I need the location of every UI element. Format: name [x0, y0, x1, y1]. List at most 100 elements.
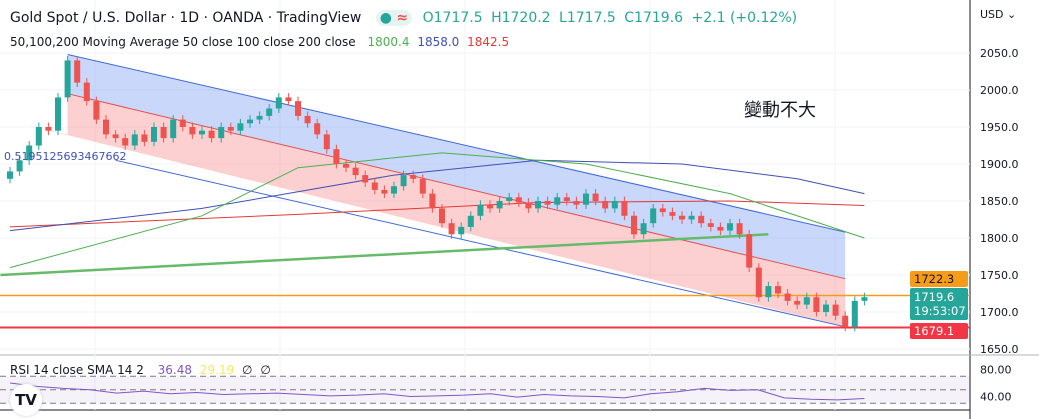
candle [304, 115, 311, 124]
candle [64, 60, 71, 98]
candle [362, 175, 369, 183]
candle [160, 127, 167, 139]
header-legend: Gold Spot / U.S. Dollar · 1D · OANDA · T… [10, 10, 801, 26]
rsi-sma-value: 29.19 [199, 363, 235, 377]
price-tick-label: 1800.0 [980, 232, 1019, 245]
candle [112, 134, 119, 139]
candle [727, 223, 733, 231]
candle [477, 204, 484, 216]
candle [544, 201, 551, 205]
price-tick-label: 1700.0 [980, 306, 1019, 319]
candle [122, 138, 129, 146]
channel-lower-line [115, 159, 846, 328]
candle [631, 215, 637, 235]
price-tick-label: 1900.0 [980, 158, 1019, 171]
candle [314, 123, 321, 135]
candle [736, 223, 743, 235]
candle [256, 115, 263, 120]
candle [765, 286, 772, 298]
candle [74, 60, 81, 83]
rsi-extra-1: ∅ [242, 363, 253, 377]
channel-upper-fill [67, 54, 846, 279]
candle [707, 223, 714, 227]
rsi-value: 36.48 [157, 363, 193, 377]
candle [621, 201, 628, 216]
rsi-extra-2: ∅ [260, 363, 271, 377]
rsi-legend[interactable]: RSI 14 close SMA 14 2 36.48 29.19 ∅ ∅ [10, 363, 275, 377]
candle [83, 82, 90, 102]
candle [323, 134, 330, 150]
candle [487, 204, 493, 209]
price-tick-label: 1950.0 [980, 121, 1019, 134]
tradingview-logo[interactable]: TV [10, 384, 42, 416]
candle [688, 215, 695, 220]
currency-selector[interactable]: USD ⌄ [980, 8, 1016, 21]
candle [496, 201, 503, 209]
candle [35, 127, 42, 146]
candle [592, 193, 599, 201]
bar-countdown: 19:53:07 [914, 304, 966, 318]
candle [151, 127, 157, 142]
rsi-line [9, 382, 865, 401]
last-price: 1719.6 [914, 290, 955, 304]
candle [650, 208, 657, 224]
rsi-tick-label: 40.00 [980, 391, 1012, 404]
ma100-value: 1858.0 [417, 35, 460, 49]
candle [803, 297, 810, 305]
candle [93, 101, 100, 120]
candle [602, 201, 609, 209]
candle [247, 119, 253, 124]
candle [851, 300, 858, 327]
candle [429, 193, 436, 209]
price-tick-label: 1750.0 [980, 269, 1019, 282]
candle [189, 127, 196, 135]
red-line-price-tag: 1679.1 [910, 323, 968, 339]
candle [698, 215, 705, 224]
candle [506, 197, 513, 201]
low-value: L1717.5 [559, 10, 616, 26]
candle [784, 293, 791, 301]
symbol-title[interactable]: Gold Spot / U.S. Dollar · 1D · OANDA · T… [10, 10, 362, 26]
candle [467, 215, 474, 227]
text-annotation[interactable]: 變動不大 [744, 100, 816, 121]
candle [813, 297, 820, 312]
candle [343, 164, 349, 168]
candle [179, 119, 186, 127]
high-value: H1720.2 [491, 10, 551, 26]
trend-line [0, 233, 769, 277]
candle [458, 226, 465, 235]
ma200-value: 1842.5 [467, 35, 510, 49]
candle [208, 130, 215, 139]
candle [199, 130, 205, 135]
candle [717, 226, 724, 231]
candle [775, 286, 781, 294]
price-tick-label: 1650.0 [980, 343, 1019, 356]
candle [400, 175, 407, 187]
candle [563, 197, 570, 201]
candle [535, 201, 541, 209]
candle [16, 160, 23, 172]
candle [823, 304, 829, 312]
candle [640, 223, 647, 235]
market-status-icon[interactable]: ● ≈ [375, 10, 413, 26]
candle [170, 119, 177, 139]
change-value: +2.1 (+0.12%) [691, 10, 798, 26]
channel-upper-line [67, 53, 846, 233]
candle [266, 108, 273, 116]
candle [861, 297, 868, 301]
candle [669, 212, 676, 216]
candle [515, 197, 522, 203]
candle [227, 127, 234, 131]
candle [131, 134, 138, 146]
rsi-tick-label: 80.00 [980, 364, 1012, 377]
candle [333, 149, 340, 164]
candle [285, 97, 292, 102]
candle [842, 315, 849, 327]
candle [573, 201, 580, 205]
candle [525, 202, 532, 209]
ma-legend[interactable]: 50,100,200 Moving Average 50 close 100 c… [10, 35, 513, 49]
price-tick-label: 2050.0 [980, 47, 1019, 60]
candle [448, 223, 455, 235]
